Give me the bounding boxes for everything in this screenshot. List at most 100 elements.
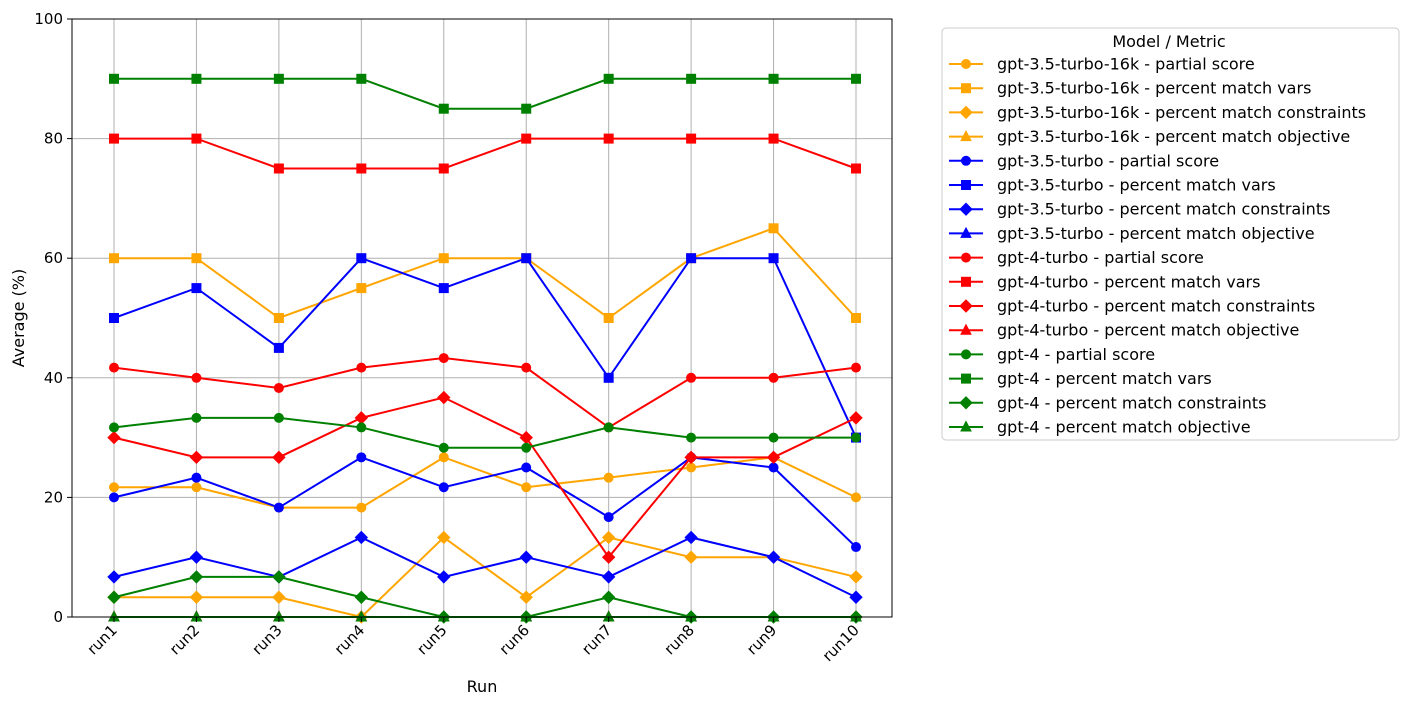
x-tick-label: run5 xyxy=(413,621,450,658)
legend-label: gpt-4 - percent match constraints xyxy=(997,393,1266,412)
data-point xyxy=(273,313,284,323)
y-axis-ticks: 0 20 40 60 80 100 xyxy=(34,10,72,626)
legend-marker xyxy=(961,276,971,287)
legend: Model / Metric gpt-3.5-turbo-16k - parti… xyxy=(941,27,1400,441)
x-axis-ticks: run1 run2 run3 run4 run5 run6 run7 run8 run9 run1… xyxy=(84,617,863,665)
legend-item: gpt-4 - percent match objective xyxy=(949,418,1251,437)
data-point xyxy=(684,550,698,564)
x-axis-label: Run xyxy=(467,677,498,696)
legend-marker xyxy=(959,105,973,120)
legend-box xyxy=(941,27,1400,441)
data-point xyxy=(107,590,121,604)
data-point xyxy=(273,412,284,423)
legend-item: gpt-3.5-turbo-16k - percent match object… xyxy=(949,127,1350,146)
data-point xyxy=(438,482,449,493)
data-point xyxy=(849,590,863,604)
data-point xyxy=(191,283,202,294)
data-point xyxy=(519,590,533,604)
data-point xyxy=(686,462,697,473)
data-point xyxy=(849,570,863,584)
series-8 xyxy=(109,353,861,433)
legend-marker xyxy=(959,396,973,410)
data-point xyxy=(191,253,202,264)
data-point xyxy=(273,342,284,353)
legend-item: gpt-3.5-turbo - percent match objective xyxy=(949,224,1315,243)
legend-title: Model / Metric xyxy=(1112,32,1225,51)
data-point xyxy=(191,472,202,483)
data-point xyxy=(603,372,614,383)
data-point xyxy=(686,253,697,264)
data-point xyxy=(521,133,532,144)
data-point xyxy=(768,462,779,473)
y-tick-label: 60 xyxy=(44,249,63,267)
legend-label: gpt-3.5-turbo - partial score xyxy=(997,151,1219,170)
data-point xyxy=(851,492,861,503)
data-point xyxy=(851,163,861,174)
series-line xyxy=(114,137,857,170)
x-tick-label: run3 xyxy=(248,621,285,658)
data-point xyxy=(601,590,616,604)
series-9 xyxy=(109,133,861,174)
legend-items: gpt-3.5-turbo-16k - partial score gpt-3.5… xyxy=(949,55,1366,437)
plot-series xyxy=(107,73,863,624)
series-10 xyxy=(107,390,863,564)
y-tick-label: 40 xyxy=(44,369,63,387)
series-line xyxy=(113,456,857,548)
legend-label: gpt-4 - percent match vars xyxy=(997,369,1212,388)
data-point xyxy=(356,422,367,433)
legend-marker xyxy=(959,202,973,216)
legend-item: gpt-4-turbo - percent match objective xyxy=(949,321,1299,340)
y-axis-label: Average (%) xyxy=(9,269,28,367)
plot-frame xyxy=(71,18,893,618)
data-point xyxy=(354,530,369,545)
data-point xyxy=(437,390,451,405)
data-point xyxy=(356,452,367,463)
legend-label: gpt-3.5-turbo - percent match objective xyxy=(997,224,1315,243)
legend-label: gpt-3.5-turbo - percent match constraint… xyxy=(997,200,1330,219)
data-point xyxy=(768,73,779,84)
data-point xyxy=(356,253,367,264)
y-tick-label: 20 xyxy=(44,488,63,506)
legend-item: gpt-3.5-turbo - percent match constraint… xyxy=(949,200,1330,219)
data-point xyxy=(438,163,449,174)
legend-marker xyxy=(960,420,972,432)
legend-item: gpt-4-turbo - percent match constraints xyxy=(949,297,1315,316)
legend-item: gpt-4-turbo - partial score xyxy=(949,248,1204,267)
data-point xyxy=(519,550,533,564)
data-point xyxy=(603,133,614,144)
series-line xyxy=(113,357,857,429)
data-point xyxy=(603,422,614,433)
data-point xyxy=(189,570,204,584)
data-point xyxy=(603,512,614,523)
legend-marker xyxy=(961,155,971,166)
data-point xyxy=(521,362,532,373)
data-point xyxy=(356,362,367,373)
x-tick-label: run6 xyxy=(496,621,533,658)
data-point xyxy=(191,372,202,383)
data-point xyxy=(768,253,779,264)
series-5 xyxy=(109,253,861,443)
y-tick-label: 80 xyxy=(44,130,63,148)
data-point xyxy=(109,253,119,264)
data-point xyxy=(273,382,284,393)
legend-marker xyxy=(960,130,972,142)
data-point xyxy=(438,283,449,294)
data-point xyxy=(356,73,367,84)
series-0 xyxy=(109,452,861,513)
legend-marker xyxy=(961,373,971,384)
x-tick-label: run2 xyxy=(166,621,203,658)
legend-marker xyxy=(960,323,972,335)
data-point xyxy=(273,163,284,174)
data-point xyxy=(356,283,367,294)
data-point xyxy=(686,432,697,443)
data-point xyxy=(521,253,532,264)
data-point xyxy=(109,482,119,493)
data-point xyxy=(191,73,202,84)
data-point xyxy=(191,133,202,144)
series-12 xyxy=(109,412,861,453)
data-point xyxy=(601,550,616,564)
data-point xyxy=(601,570,616,584)
legend-label: gpt-3.5-turbo-16k - partial score xyxy=(997,55,1255,74)
legend-label: gpt-3.5-turbo-16k - percent match constr… xyxy=(997,103,1366,122)
data-point xyxy=(768,432,779,443)
